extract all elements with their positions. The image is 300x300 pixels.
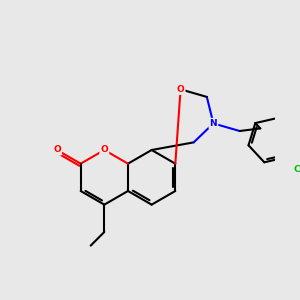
Text: N: N <box>210 119 217 128</box>
Text: O: O <box>100 146 108 154</box>
Text: O: O <box>53 146 61 154</box>
Text: O: O <box>177 85 184 94</box>
Text: Cl: Cl <box>293 165 300 174</box>
